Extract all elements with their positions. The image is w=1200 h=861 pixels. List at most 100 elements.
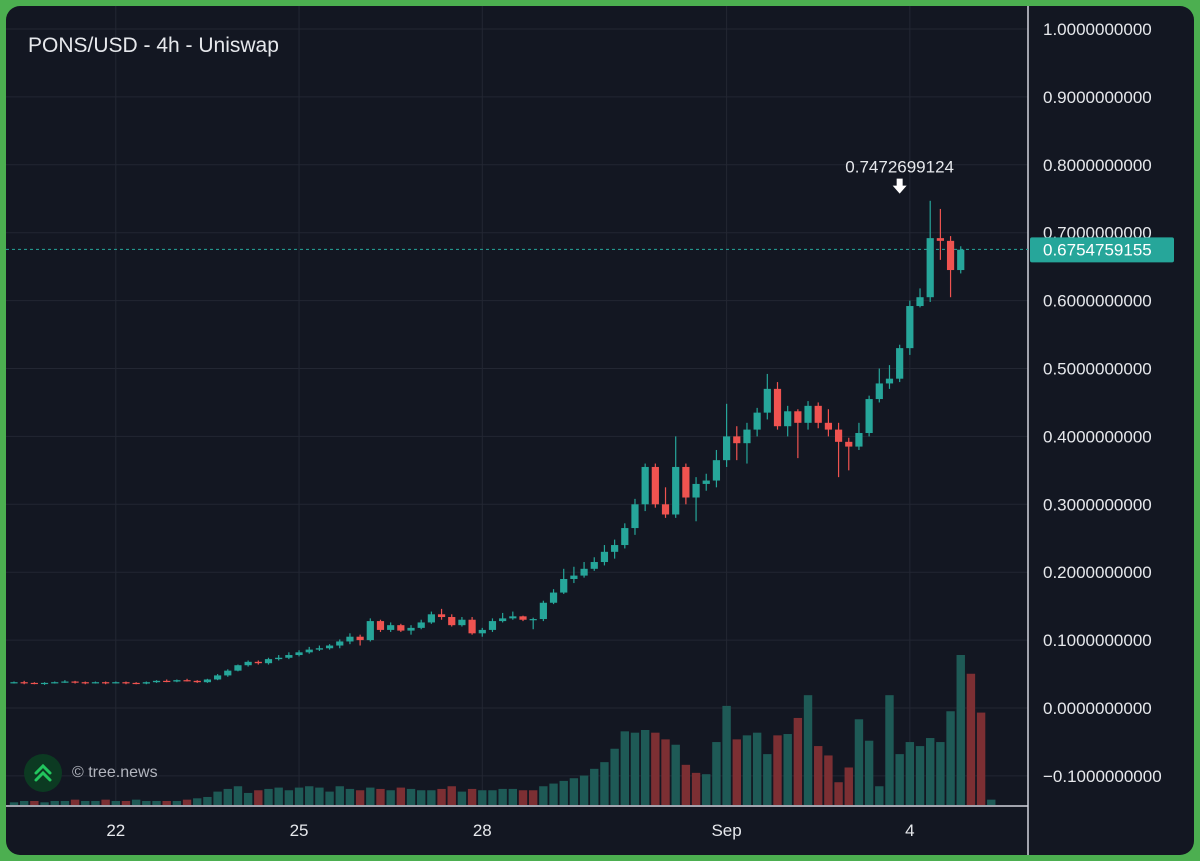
candle-up xyxy=(458,619,466,626)
x-tick-label: 25 xyxy=(290,821,309,840)
candle-down xyxy=(102,682,110,684)
volume-bar xyxy=(9,802,19,805)
candle-up xyxy=(142,682,150,684)
candle-down xyxy=(834,429,843,442)
x-tick-label: 28 xyxy=(473,821,492,840)
volume-bar xyxy=(864,740,874,805)
volume-bar xyxy=(182,799,192,805)
volume-bar xyxy=(783,734,792,805)
volume-bar xyxy=(773,735,782,805)
volume-bar xyxy=(875,786,884,805)
volume-bar xyxy=(590,768,599,805)
candle-up xyxy=(763,388,771,413)
volume-bar xyxy=(335,786,344,805)
volume-bar xyxy=(518,790,528,805)
y-tick-label: 0.3000000000 xyxy=(1043,495,1152,514)
volume-bar xyxy=(152,800,161,805)
volume-bar xyxy=(162,800,171,805)
volume-bar xyxy=(712,742,721,805)
volume-bar xyxy=(223,788,232,805)
volume-bar xyxy=(854,719,864,805)
candle-up xyxy=(478,629,486,634)
candle-down xyxy=(122,682,130,684)
volume-bar xyxy=(254,790,263,805)
x-tick-label: 22 xyxy=(106,821,125,840)
candle-down xyxy=(397,625,405,631)
volume-bar xyxy=(742,735,752,805)
candle-down xyxy=(519,616,527,620)
volume-bar xyxy=(30,800,39,805)
volume-bar xyxy=(844,767,853,805)
candle-down xyxy=(651,466,659,505)
volume-bar xyxy=(427,790,436,805)
volume-bar xyxy=(315,787,324,805)
volume-bar xyxy=(579,775,589,805)
down-arrow-icon xyxy=(892,178,907,194)
candle-up xyxy=(549,592,558,603)
candle-down xyxy=(20,682,28,684)
candle-down xyxy=(132,682,140,685)
volume-bar xyxy=(355,790,365,805)
candle-up xyxy=(417,622,425,628)
volume-bar xyxy=(345,788,355,805)
candle-up xyxy=(295,652,303,656)
candle-up xyxy=(203,679,212,683)
volume-bar xyxy=(834,782,843,805)
volume-bar xyxy=(946,711,955,805)
volume-bar xyxy=(732,739,741,805)
volume-bar xyxy=(264,788,273,805)
volume-bar xyxy=(976,712,986,805)
candle-up xyxy=(264,659,273,664)
y-tick-label: −0.1000000000 xyxy=(1043,767,1162,786)
candle-up xyxy=(509,616,517,619)
volume-bar xyxy=(437,788,446,805)
x-tick-label: 4 xyxy=(905,821,914,840)
volume-bar xyxy=(417,790,426,805)
candle-up xyxy=(885,378,894,384)
candle-down xyxy=(773,388,782,427)
x-tick-label: Sep xyxy=(711,821,741,840)
candle-down xyxy=(794,411,802,423)
volume-bar xyxy=(376,788,385,805)
volume-bar xyxy=(305,786,314,805)
y-tick-label: 0.0000000000 xyxy=(1043,699,1152,718)
volume-bar xyxy=(121,800,131,805)
volume-bar xyxy=(172,800,182,805)
candle-up xyxy=(336,641,344,646)
candle-up xyxy=(804,405,812,423)
candle-up xyxy=(112,682,120,684)
candle-down xyxy=(254,661,262,664)
volume-bar xyxy=(467,788,477,805)
candle-up xyxy=(407,627,415,631)
candlestick-chart[interactable]: 1.00000000000.90000000000.80000000000.70… xyxy=(6,6,1194,855)
volume-bar xyxy=(956,655,965,805)
candle-up xyxy=(692,483,700,498)
volume-bar xyxy=(681,764,691,805)
candle-down xyxy=(81,682,89,684)
volume-bar xyxy=(803,695,813,805)
candle-up xyxy=(560,578,568,593)
volume-bar xyxy=(447,786,456,805)
volume-bar xyxy=(294,787,304,805)
volume-bar xyxy=(895,754,904,805)
volume-bar xyxy=(600,762,609,805)
candle-up xyxy=(600,551,609,563)
volume-bar xyxy=(213,791,222,805)
candle-up xyxy=(499,618,507,622)
candle-down xyxy=(845,441,853,447)
volume-bar xyxy=(824,755,833,805)
volume-bar xyxy=(60,800,70,805)
volume-bar xyxy=(142,800,151,805)
last-price-label: 0.6754759155 xyxy=(1043,240,1152,259)
candle-up xyxy=(723,436,731,461)
candle-up xyxy=(488,621,497,630)
volume-bar xyxy=(508,788,518,805)
candle-up xyxy=(285,655,293,658)
volume-bar xyxy=(620,731,629,805)
candle-up xyxy=(916,297,924,307)
candle-down xyxy=(468,619,476,634)
candle-up xyxy=(784,411,792,427)
volume-bar xyxy=(243,792,253,805)
candle-up xyxy=(672,466,680,515)
volume-bar xyxy=(691,772,701,805)
